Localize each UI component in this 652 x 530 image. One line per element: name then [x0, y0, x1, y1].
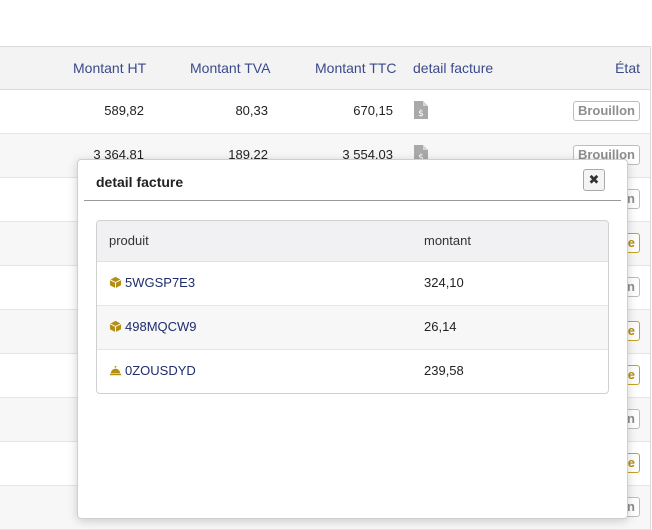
- list-item: 0ZOUSDYD 239,58: [97, 350, 608, 393]
- status-badge: Brouillon: [572, 101, 640, 121]
- header-montant-tva[interactable]: Montant TVA: [190, 60, 271, 76]
- product-amount: 324,10: [424, 275, 464, 290]
- detail-table-header: produit montant: [97, 221, 608, 262]
- cell-montant-tva: 80,33: [235, 103, 268, 118]
- cell-montant-ht: 589,82: [104, 103, 144, 118]
- detail-table: produit montant 5WGSP7E3 324,10 498MQCW9…: [96, 220, 609, 394]
- product-link[interactable]: 498MQCW9: [109, 319, 197, 334]
- invoice-document-icon[interactable]: $: [413, 144, 429, 164]
- column-produit: produit: [109, 233, 149, 248]
- cell-montant-ttc: 670,15: [353, 103, 393, 118]
- cell-montant-tva: 189,22: [228, 147, 268, 162]
- product-link[interactable]: 5WGSP7E3: [109, 275, 195, 290]
- product-link[interactable]: 0ZOUSDYD: [109, 363, 196, 378]
- header-etat[interactable]: État: [615, 60, 640, 76]
- box-icon: [109, 320, 122, 333]
- list-item: 5WGSP7E3 324,10: [97, 262, 608, 306]
- service-bell-icon: [109, 365, 122, 376]
- product-amount: 26,14: [424, 319, 457, 334]
- detail-facture-modal: detail facture ✖ produit montant 5WGSP7E…: [77, 159, 628, 519]
- box-icon: [109, 276, 122, 289]
- column-montant: montant: [424, 233, 471, 248]
- table-row[interactable]: 589,82 80,33 670,15 $ Brouillon: [0, 90, 650, 134]
- cell-montant-ht: 3 364,81: [93, 147, 144, 162]
- table-header: Montant HT Montant TVA Montant TTC detai…: [0, 46, 650, 90]
- modal-divider: [84, 200, 621, 201]
- product-code[interactable]: 5WGSP7E3: [125, 275, 196, 290]
- product-code[interactable]: 498MQCW9: [125, 319, 197, 334]
- header-detail-facture[interactable]: detail facture: [413, 60, 494, 76]
- cell-montant-ttc: 3 554,03: [342, 147, 393, 162]
- product-amount: 239,58: [424, 363, 464, 378]
- list-item: 498MQCW9 26,14: [97, 306, 608, 350]
- product-code[interactable]: 0ZOUSDYD: [125, 363, 196, 378]
- modal-title: detail facture: [96, 174, 184, 190]
- svg-text:$: $: [418, 109, 424, 119]
- close-button[interactable]: ✖: [583, 169, 605, 191]
- header-montant-ttc[interactable]: Montant TTC: [315, 60, 397, 76]
- invoice-document-icon[interactable]: $: [413, 100, 429, 120]
- svg-text:$: $: [418, 153, 424, 163]
- header-montant-ht[interactable]: Montant HT: [73, 60, 147, 76]
